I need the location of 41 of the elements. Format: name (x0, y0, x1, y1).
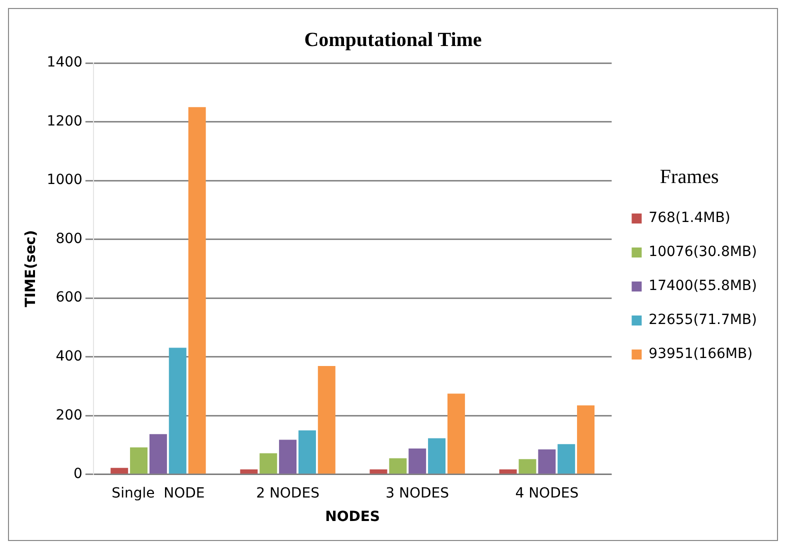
bar (538, 449, 556, 474)
chart-title: Computational Time (304, 29, 482, 52)
bar (168, 348, 186, 474)
bar (318, 366, 336, 474)
x-axis-title: NODES (325, 509, 380, 526)
legend-label: 10076(30.8MB) (648, 244, 758, 260)
y-tick-label: 600 (56, 290, 82, 306)
bar (130, 447, 148, 474)
y-tick-label: 1400 (46, 54, 82, 71)
x-tick-label: 4 NODES (515, 485, 579, 502)
bar (499, 469, 517, 474)
bar (428, 438, 446, 474)
y-axis-title: TIME(sec) (23, 230, 40, 308)
bar (110, 468, 128, 474)
x-tick-label: Single NODE (112, 485, 205, 502)
bar (518, 459, 536, 474)
bar (370, 469, 388, 474)
bar (188, 107, 206, 474)
y-tick-label: 1200 (46, 113, 82, 130)
legend-label: 17400(55.8MB) (648, 278, 758, 294)
y-tick-label: 0 (74, 466, 82, 482)
bar (408, 448, 426, 474)
legend-label: 22655(71.7MB) (648, 312, 758, 328)
bar (447, 394, 465, 474)
legend-label: 768(1.4MB) (648, 210, 730, 226)
y-tick-label: 400 (56, 348, 82, 364)
x-tick-label: 2 NODES (256, 485, 320, 502)
x-tick-label: 3 NODES (386, 485, 450, 502)
bar (577, 405, 595, 474)
bar (298, 430, 316, 474)
y-tick-label: 800 (56, 230, 82, 247)
legend-label: 93951(166MB) (648, 346, 753, 362)
y-tick-label: 200 (56, 407, 82, 424)
bar (558, 444, 576, 474)
bar (260, 453, 278, 474)
bar (240, 469, 258, 474)
bar (149, 434, 167, 474)
y-tick-label: 1000 (46, 172, 82, 188)
bar (389, 458, 407, 474)
bar (279, 440, 297, 474)
legend-title: Frames (660, 166, 719, 188)
